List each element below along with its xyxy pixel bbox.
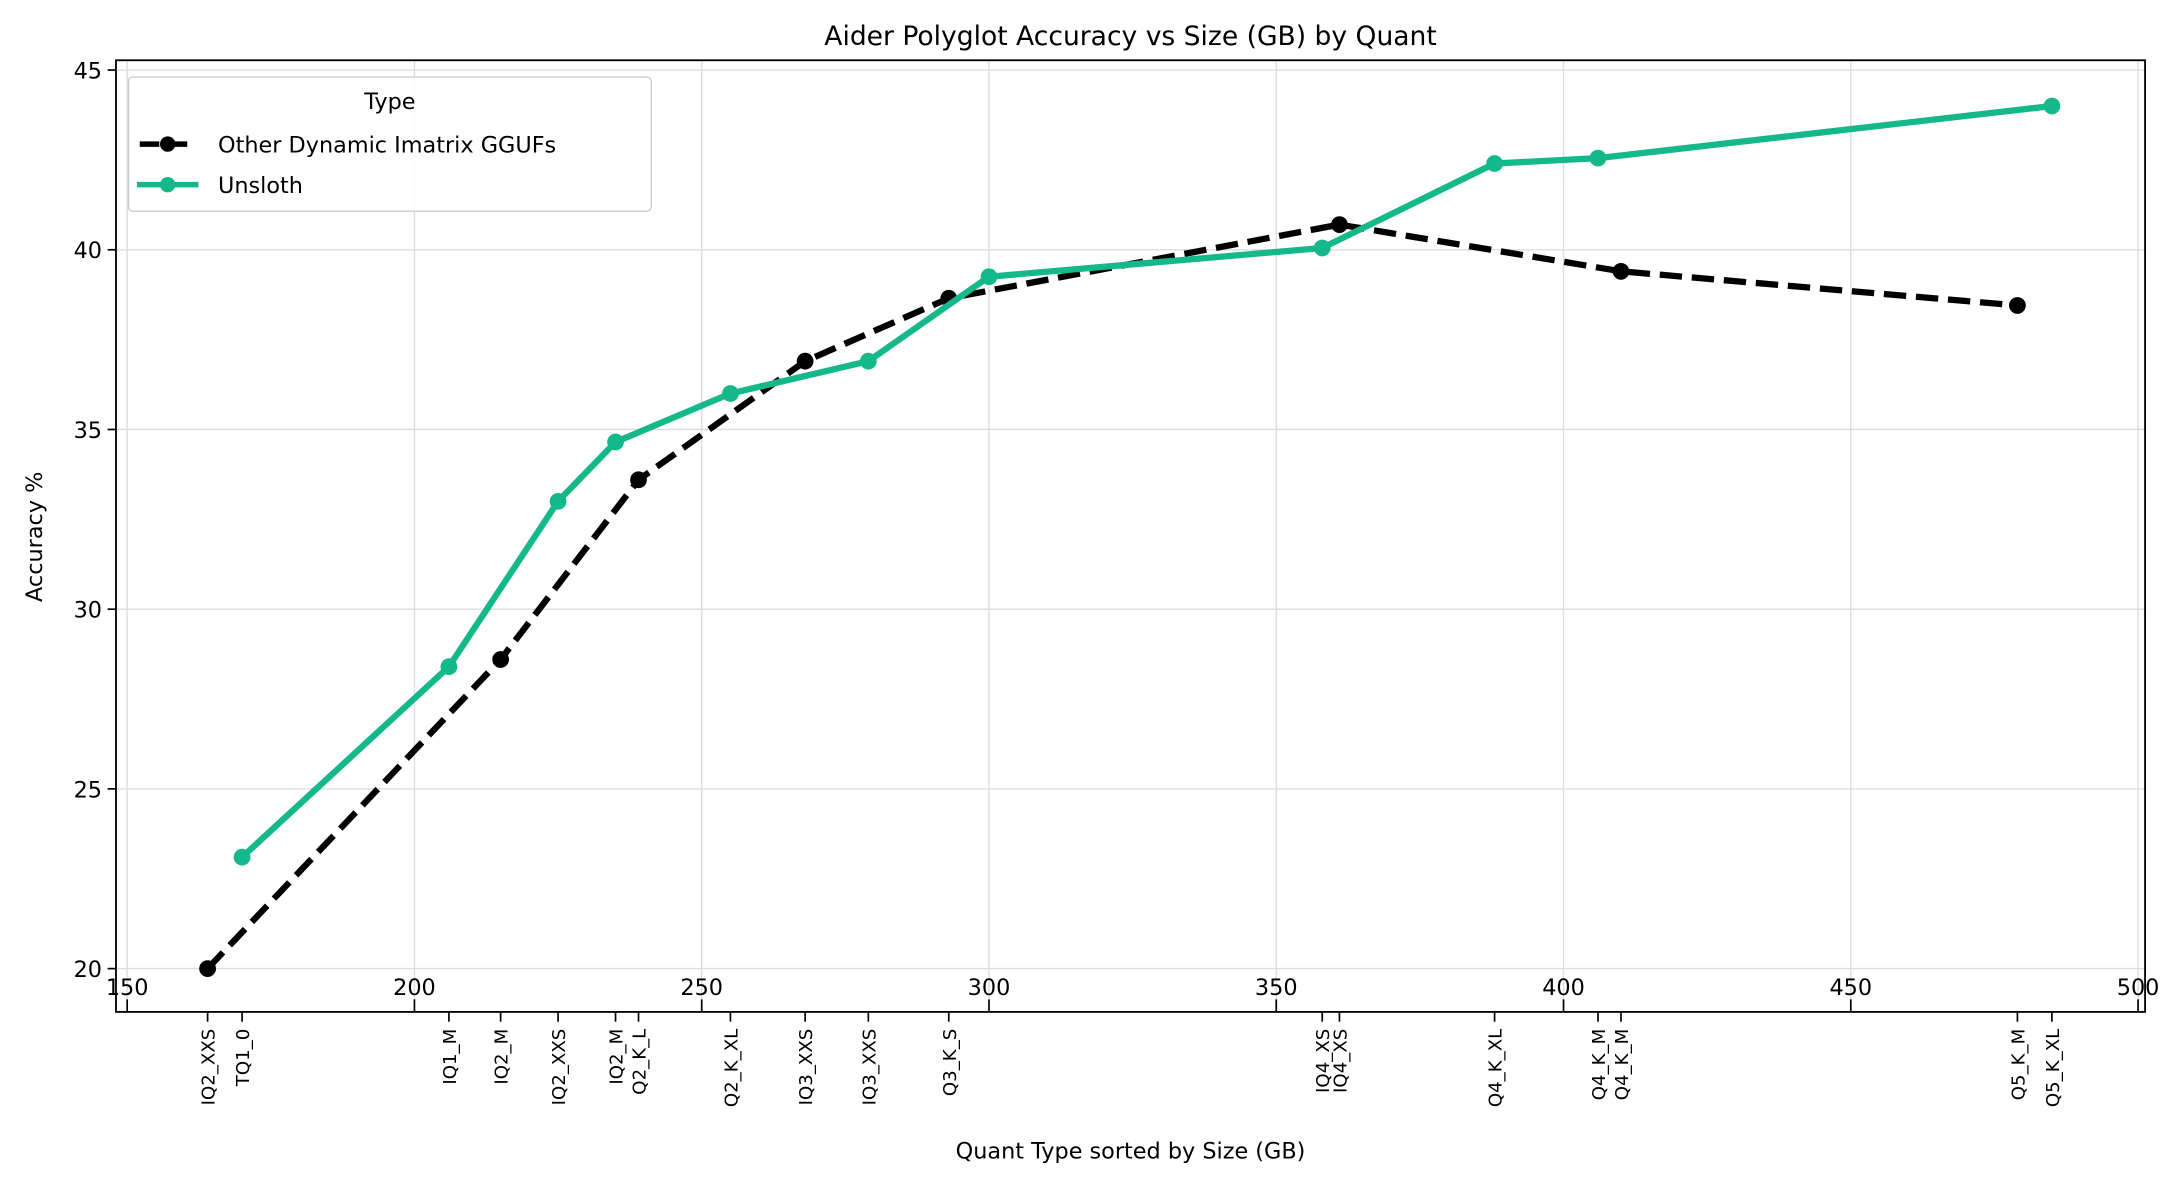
x-quant-label: IQ2_XXS xyxy=(199,1029,220,1106)
y-tick-label: 40 xyxy=(74,238,102,264)
series-line-unsloth xyxy=(239,102,2053,860)
axes: 150 200 250 300 350 400 450 500 20 25 30 35 40 45 IQ2_… xyxy=(74,58,2160,1107)
data-point xyxy=(1313,239,1331,257)
data-point xyxy=(1612,262,1630,280)
x-quant-label: IQ1_M xyxy=(440,1029,461,1085)
x-quant-label: IQ2_M xyxy=(607,1029,628,1085)
x-quant-label: Q5_K_M xyxy=(2008,1029,2029,1101)
data-point xyxy=(630,471,647,489)
legend-marker-unsloth xyxy=(160,176,176,193)
y-tick-label: 45 xyxy=(74,58,102,84)
y-tick-label: 35 xyxy=(74,418,102,444)
y-tick-label: 30 xyxy=(74,598,102,624)
legend-title: Type xyxy=(363,89,415,115)
x-tick-label: 350 xyxy=(1255,975,1298,1001)
data-point xyxy=(233,848,251,866)
x-tick-label: 150 xyxy=(106,975,149,1001)
data-point xyxy=(722,385,739,402)
x-tick-label: 450 xyxy=(1829,975,1872,1001)
data-point xyxy=(980,268,998,286)
series-layer xyxy=(199,97,2061,977)
legend-label-other: Other Dynamic Imatrix GGUFs xyxy=(218,133,556,159)
x-quant-label: Q2_K_L xyxy=(629,1028,650,1095)
x-quant-label: IQ4_XS xyxy=(1330,1029,1351,1093)
legend-marker-other xyxy=(160,136,176,152)
y-axis-label: Accuracy % xyxy=(22,472,48,602)
data-point xyxy=(1486,155,1503,172)
x-quant-label: Q4_K_M xyxy=(1589,1029,1610,1101)
x-quant-label: Q3_K_S xyxy=(940,1029,961,1096)
x-quant-label: Q5_K_XL xyxy=(2043,1028,2064,1107)
data-point xyxy=(492,651,510,668)
x-tick-label: 400 xyxy=(1542,975,1585,1001)
legend-box xyxy=(127,76,652,212)
x-quant-label: TQ1_0 xyxy=(233,1029,254,1088)
x-quant-label: Q4_K_XL xyxy=(1486,1028,1507,1107)
x-quant-label: IQ4_XS xyxy=(1313,1029,1334,1093)
y-tick-label: 25 xyxy=(74,777,102,803)
series-line-other xyxy=(205,221,2018,971)
x-quant-label: Q2_K_XL xyxy=(721,1028,742,1107)
legend-label-unsloth: Unsloth xyxy=(218,173,303,199)
y-tick-label: 20 xyxy=(74,957,102,983)
x-quant-label: Q4_K_M xyxy=(1612,1029,1633,1101)
data-point xyxy=(199,960,216,977)
x-tick-label: 250 xyxy=(680,975,723,1001)
data-point xyxy=(2009,297,2026,314)
x-axis-label: Quant Type sorted by Size (GB) xyxy=(956,1139,1306,1165)
grid xyxy=(115,60,2146,1012)
data-point xyxy=(859,352,877,370)
x-tick-label: 300 xyxy=(968,975,1011,1001)
data-point xyxy=(2043,97,2061,115)
chart-title: Aider Polyglot Accuracy vs Size (GB) by … xyxy=(824,21,1436,52)
plot-frame xyxy=(115,59,2146,1013)
data-point xyxy=(549,492,567,510)
data-point xyxy=(440,658,458,676)
data-point xyxy=(607,433,624,451)
data-point xyxy=(1331,216,1348,233)
data-point xyxy=(1589,149,1607,167)
legend: Type Other Dynamic Imatrix GGUFs Unsloth xyxy=(127,76,652,212)
x-quant-label: IQ3_XXS xyxy=(859,1029,880,1106)
x-quant-label: IQ3_XXS xyxy=(796,1029,817,1106)
x-quant-label: IQ2_XXS xyxy=(549,1029,570,1106)
data-point xyxy=(796,352,814,370)
x-tick-label: 500 xyxy=(2117,975,2160,1001)
x-tick-label: 200 xyxy=(393,975,436,1001)
x-quant-label: IQ2_M xyxy=(492,1029,513,1085)
